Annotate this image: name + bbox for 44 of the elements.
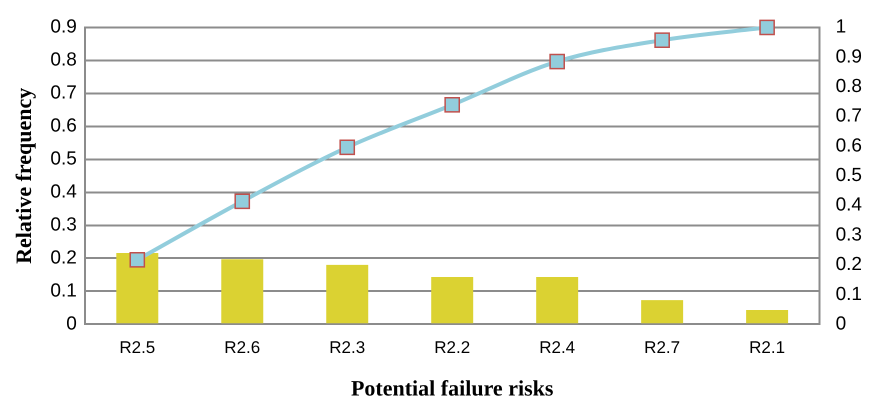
- bar: [326, 264, 368, 324]
- point: [339, 139, 356, 156]
- y-tick-label: 0.6: [50, 116, 77, 137]
- y-tick-label: 0: [66, 313, 77, 334]
- y2-tick-label: 0.3: [836, 224, 862, 246]
- point: [444, 97, 460, 113]
- y-axis-title: Relative frequency: [10, 88, 36, 264]
- point: [129, 252, 146, 268]
- y-tick-label: 0.2: [50, 247, 77, 268]
- y-tick-label: 0.7: [50, 82, 77, 104]
- x-tick-label: R2.6: [224, 338, 260, 358]
- x-tick-label: R2.2: [434, 338, 470, 358]
- point: [654, 32, 670, 48]
- x-tick-label: R2.5: [119, 338, 156, 358]
- bar: [536, 277, 578, 324]
- point: [234, 194, 250, 210]
- point: [549, 54, 565, 70]
- y2-tick-label: 0.7: [836, 106, 862, 127]
- y2-tick-label: 0.1: [836, 284, 862, 305]
- y2-tick-label: 0.4: [836, 194, 862, 216]
- bar: [641, 300, 684, 324]
- x-tick-label: R2.4: [539, 338, 576, 358]
- y-tick-label: 0.4: [50, 182, 78, 203]
- bar: [116, 252, 158, 324]
- x-tick-label: R2.1: [749, 338, 786, 358]
- y-tick-label: 0.3: [50, 214, 77, 236]
- x-axis-title: Potential failure risks: [350, 375, 554, 400]
- y2-tick-label: 0.9: [836, 46, 862, 68]
- bar: [746, 310, 788, 324]
- y2-tick-label: 0.5: [836, 165, 862, 186]
- y-tick-label: 0.1: [50, 280, 77, 302]
- y-tick-label: 0.5: [50, 148, 77, 170]
- y-tick-label: 0.8: [50, 50, 77, 71]
- bar: [221, 259, 264, 324]
- y2-tick-label: 0.6: [836, 135, 862, 156]
- point: [759, 20, 775, 36]
- y2-tick-label: 0: [836, 313, 846, 334]
- y2-tick-label: 0.8: [836, 76, 862, 97]
- y-tick-label: 0.9: [50, 16, 77, 38]
- x-tick-label: R2.7: [644, 338, 680, 358]
- y2-tick-label: 1: [836, 16, 846, 38]
- bar: [431, 277, 474, 324]
- y2-tick-label: 0.2: [836, 254, 862, 276]
- x-tick-label: R2.3: [329, 338, 366, 358]
